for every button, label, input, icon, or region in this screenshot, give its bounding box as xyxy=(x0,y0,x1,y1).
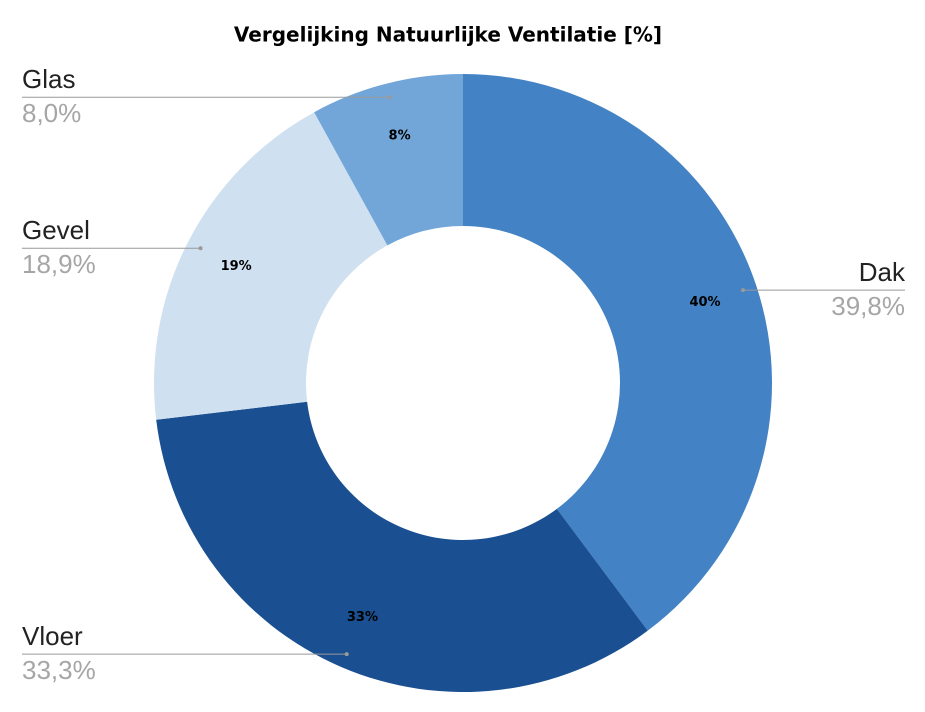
callout-value: 39,8% xyxy=(831,291,905,321)
callout-name: Gevel xyxy=(22,215,90,245)
chart-title: Vergelijking Natuurlijke Ventilatie [%] xyxy=(234,23,662,47)
callout-value: 18,9% xyxy=(22,249,96,279)
leader-dot xyxy=(198,246,203,251)
leader-dot xyxy=(344,652,349,657)
donut-slice xyxy=(314,74,463,246)
leader-dot xyxy=(740,288,745,293)
leader-dot xyxy=(387,95,392,100)
callout-name: Vloer xyxy=(22,621,83,651)
callout-value: 33,3% xyxy=(22,655,96,685)
slice-label: 8% xyxy=(389,129,411,144)
slice-label: 19% xyxy=(221,259,252,274)
callout-name: Dak xyxy=(859,257,906,287)
slice-label: 40% xyxy=(689,295,720,310)
donut-slice xyxy=(154,112,388,420)
donut-slice xyxy=(156,401,648,692)
donut-slice xyxy=(463,74,772,631)
slice-label: 33% xyxy=(347,610,378,625)
callout-value: 8,0% xyxy=(22,98,81,128)
callout-name: Glas xyxy=(22,64,75,94)
